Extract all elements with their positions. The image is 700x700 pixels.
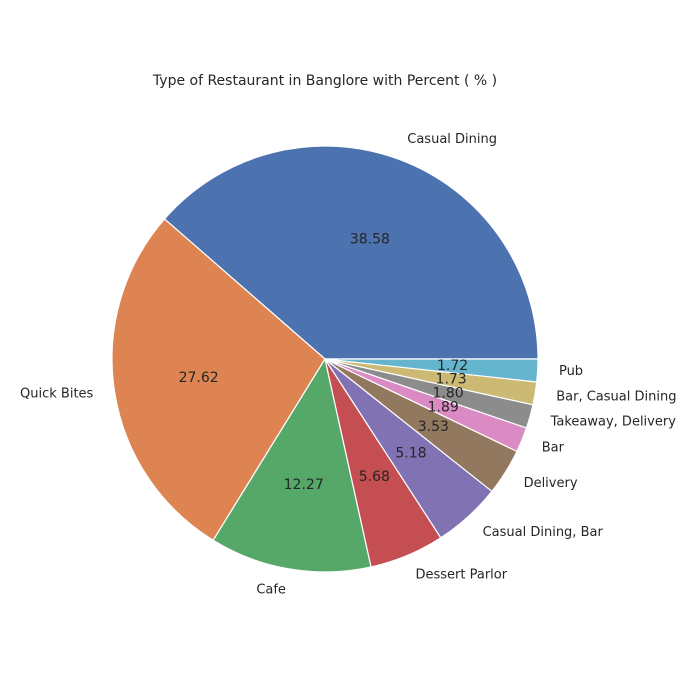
pie-slice-cafe (212, 358, 372, 573)
category-label-cafe: Cafe (256, 583, 286, 598)
pie-slices (111, 145, 539, 573)
category-label-casual-dining: Casual Dining (407, 132, 497, 147)
pct-label-dessert-parlor: 5.68 (359, 469, 390, 485)
pie-labels: 38.58 Casual Dining 27.62 Quick Bites 12.27 C… (20, 132, 676, 597)
category-label-pub: Pub (559, 364, 583, 379)
pct-label-pub: 1.72 (437, 358, 468, 374)
category-label-bar: Bar (542, 440, 565, 455)
pct-label-takeaway-delivery: 1.80 (432, 386, 463, 402)
pie-slice-quick-bites (111, 218, 326, 541)
pct-label-delivery: 3.53 (418, 419, 449, 435)
category-label-casual-dining-bar: Casual Dining, Bar (483, 525, 604, 540)
category-label-bar-casual-dining: Bar, Casual Dining (556, 389, 676, 404)
pct-label-casual-dining: 38.58 (350, 231, 390, 247)
pct-label-bar: 1.89 (428, 400, 459, 416)
chart-title: Type of Restaurant in Banglore with Perc… (152, 73, 497, 89)
pct-label-bar-casual-dining: 1.73 (436, 372, 467, 388)
category-label-takeaway-delivery: Takeaway, Delivery (550, 415, 677, 430)
category-label-dessert-parlor: Dessert Parlor (415, 568, 507, 583)
pie-slice-casual-dining (163, 145, 539, 360)
pct-label-quick-bites: 27.62 (179, 370, 219, 386)
category-label-quick-bites: Quick Bites (20, 387, 94, 402)
category-label-delivery: Delivery (524, 476, 578, 491)
pct-label-cafe: 12.27 (284, 477, 324, 493)
pct-label-casual-dining-bar: 5.18 (395, 446, 426, 462)
pie-slice-pub (324, 358, 539, 383)
